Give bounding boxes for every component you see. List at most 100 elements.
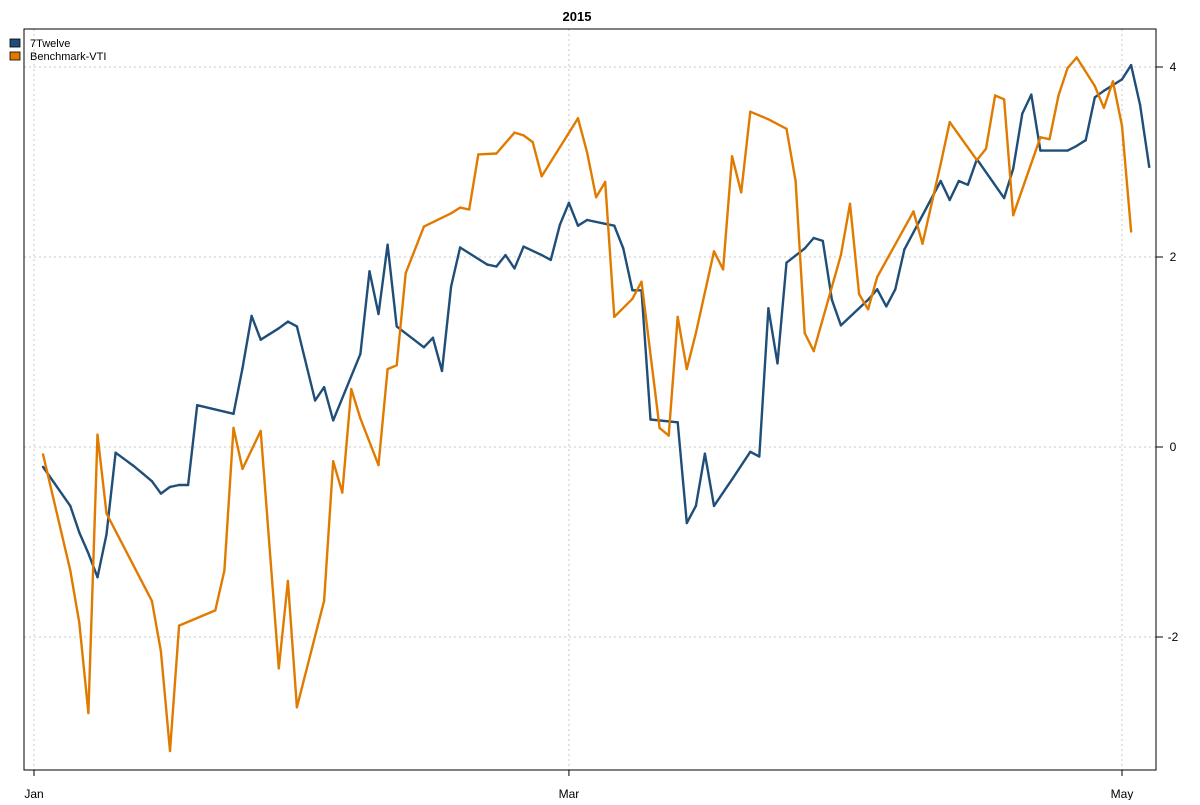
data-point-benchmark-vti bbox=[159, 650, 163, 653]
data-point-7twelve bbox=[549, 258, 552, 262]
data-point-benchmark-vti bbox=[613, 315, 616, 319]
data-point-benchmark-vti bbox=[640, 280, 643, 283]
data-point-7twelve bbox=[966, 183, 970, 186]
data-point-7twelve bbox=[241, 367, 244, 370]
data-point-7twelve bbox=[186, 483, 190, 487]
data-point-7twelve bbox=[313, 399, 317, 402]
data-point-benchmark-vti bbox=[495, 152, 498, 155]
data-point-7twelve bbox=[295, 325, 299, 328]
data-point-benchmark-vti bbox=[712, 250, 716, 253]
data-point-7twelve bbox=[1030, 93, 1033, 96]
y-tick-label: -2 bbox=[1168, 630, 1179, 644]
data-point-7twelve bbox=[1120, 78, 1124, 81]
data-point-benchmark-vti bbox=[78, 621, 81, 624]
data-point-7twelve bbox=[749, 450, 752, 453]
data-point-benchmark-vti bbox=[422, 225, 426, 228]
data-point-benchmark-vti bbox=[69, 569, 72, 572]
data-point-7twelve bbox=[576, 224, 580, 227]
data-point-7twelve bbox=[1138, 103, 1142, 107]
data-point-7twelve bbox=[159, 492, 163, 495]
data-point-benchmark-vti bbox=[839, 253, 843, 257]
data-point-7twelve bbox=[649, 418, 652, 421]
series-benchmark-vti bbox=[41, 56, 1133, 753]
data-point-benchmark-vti bbox=[1093, 84, 1097, 88]
data-point-benchmark-vti bbox=[730, 155, 734, 158]
data-point-benchmark-vti bbox=[458, 206, 462, 209]
data-point-benchmark-vti bbox=[277, 667, 280, 670]
data-point-7twelve bbox=[948, 198, 951, 202]
data-point-7twelve bbox=[69, 504, 72, 508]
data-point-7twelve bbox=[685, 521, 688, 525]
data-point-7twelve bbox=[1021, 112, 1024, 115]
data-point-7twelve bbox=[567, 201, 571, 205]
data-point-7twelve bbox=[903, 248, 906, 251]
data-point-benchmark-vti bbox=[1120, 124, 1124, 128]
data-point-7twelve bbox=[558, 223, 562, 226]
legend-swatch-benchmark-vti bbox=[9, 51, 21, 61]
data-point-benchmark-vti bbox=[1066, 66, 1069, 70]
data-point-7twelve bbox=[141, 472, 144, 475]
data-point-7twelve bbox=[449, 285, 453, 288]
data-point-7twelve bbox=[322, 386, 326, 389]
data-point-7twelve bbox=[377, 312, 380, 316]
data-point-7twelve bbox=[458, 246, 462, 249]
data-point-7twelve bbox=[431, 336, 435, 339]
grid-lines bbox=[24, 29, 1156, 770]
data-point-benchmark-vti bbox=[975, 158, 979, 162]
data-point-benchmark-vti bbox=[522, 134, 525, 137]
data-point-benchmark-vti bbox=[939, 162, 942, 166]
data-point-benchmark-vti bbox=[767, 118, 770, 121]
data-point-benchmark-vti bbox=[1111, 80, 1115, 83]
data-point-7twelve bbox=[359, 352, 362, 356]
data-point-7twelve bbox=[876, 288, 879, 291]
data-point-7twelve bbox=[767, 307, 770, 310]
data-point-7twelve bbox=[486, 263, 489, 266]
x-tick-label: May bbox=[1111, 787, 1134, 800]
data-point-7twelve bbox=[1129, 63, 1133, 67]
data-point-benchmark-vti bbox=[341, 491, 344, 494]
data-point-benchmark-vti bbox=[223, 569, 226, 572]
data-point-benchmark-vti bbox=[921, 242, 924, 245]
data-point-benchmark-vti bbox=[286, 579, 290, 583]
data-point-benchmark-vti bbox=[168, 749, 172, 753]
data-point-7twelve bbox=[132, 464, 135, 468]
data-point-benchmark-vti bbox=[576, 117, 580, 120]
data-point-benchmark-vti bbox=[449, 212, 453, 215]
data-point-benchmark-vti bbox=[658, 426, 661, 430]
x-tick-label: Jan bbox=[24, 787, 43, 800]
data-point-7twelve bbox=[105, 533, 108, 536]
data-point-7twelve bbox=[422, 346, 426, 349]
data-point-7twelve bbox=[585, 218, 589, 222]
data-point-benchmark-vti bbox=[667, 434, 670, 437]
data-point-7twelve bbox=[41, 465, 45, 469]
data-point-benchmark-vti bbox=[631, 297, 634, 300]
data-point-benchmark-vti bbox=[177, 624, 181, 627]
data-point-benchmark-vti bbox=[749, 110, 752, 113]
data-point-7twelve bbox=[522, 245, 525, 248]
data-point-7twelve bbox=[1002, 196, 1006, 200]
data-point-benchmark-vti bbox=[912, 210, 915, 213]
data-point-7twelve bbox=[168, 485, 172, 489]
data-point-7twelve bbox=[1148, 165, 1151, 168]
data-point-benchmark-vti bbox=[812, 349, 815, 353]
data-point-7twelve bbox=[114, 451, 117, 454]
data-point-benchmark-vti bbox=[604, 180, 607, 184]
data-point-benchmark-vti bbox=[332, 460, 335, 463]
data-point-benchmark-vti bbox=[41, 453, 45, 456]
data-point-7twelve bbox=[196, 404, 199, 407]
data-point-benchmark-vti bbox=[1102, 106, 1106, 110]
data-point-7twelve bbox=[232, 412, 235, 415]
data-point-7twelve bbox=[821, 239, 824, 243]
data-point-7twelve bbox=[1102, 89, 1106, 93]
data-point-7twelve bbox=[277, 327, 280, 330]
data-point-7twelve bbox=[1012, 167, 1015, 170]
data-point-7twelve bbox=[259, 338, 262, 341]
data-point-benchmark-vti bbox=[585, 151, 589, 154]
chart-title: 2015 bbox=[563, 9, 592, 24]
data-point-7twelve bbox=[440, 369, 444, 373]
data-point-benchmark-vti bbox=[214, 609, 217, 612]
data-point-7twelve bbox=[495, 265, 498, 268]
data-point-benchmark-vti bbox=[232, 426, 235, 430]
